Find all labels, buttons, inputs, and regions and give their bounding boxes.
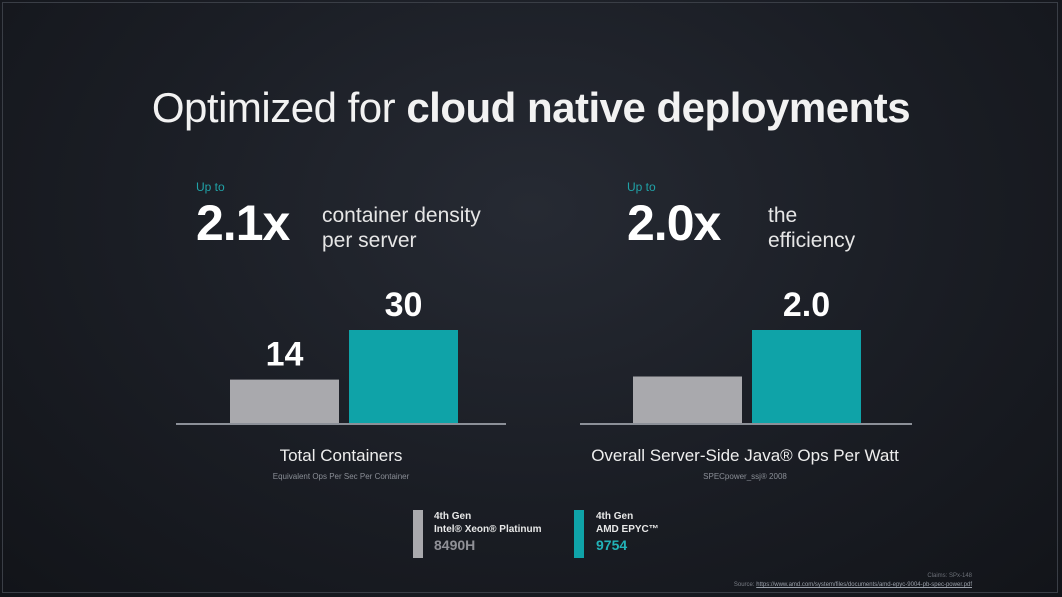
desc-line-1: container density xyxy=(322,204,481,227)
subcaption-efficiency: SPECpower_ssj® 2008 xyxy=(703,472,787,481)
desc-line-1: the xyxy=(768,204,798,227)
legend-name: Intel® Xeon® Platinum xyxy=(434,524,542,535)
legend-swatch-intel xyxy=(413,510,423,558)
legend-model: 9754 xyxy=(596,537,628,553)
title-bold: cloud native deployments xyxy=(406,84,911,131)
upto-label-containers: Up to xyxy=(196,180,225,194)
claim-note: Claims: SPx-148 xyxy=(927,573,972,579)
bar-intel xyxy=(633,376,742,423)
legend-name: AMD EPYC™ xyxy=(596,524,659,535)
legend-model: 8490H xyxy=(434,537,476,553)
source-note: Source: https://www.amd.com/system/files… xyxy=(734,582,972,588)
bar-value-label: 2.0 xyxy=(783,286,830,324)
upto-label-efficiency: Up to xyxy=(627,180,656,194)
title-normal: Optimized for xyxy=(151,84,396,131)
legend-intel: 4th Gen Intel® Xeon® Platinum 8490H xyxy=(434,510,542,554)
source-link[interactable]: https://www.amd.com/system/files/documen… xyxy=(756,582,972,588)
source-label: Source: xyxy=(733,582,755,588)
caption-containers: Total Containers xyxy=(279,446,403,465)
bar-intel xyxy=(230,379,339,423)
legend-gen: 4th Gen xyxy=(434,511,472,522)
desc-line-2: per server xyxy=(322,229,417,252)
desc-line-2: efficiency xyxy=(768,229,856,252)
bar-value-label: 30 xyxy=(385,286,423,324)
bar-amd xyxy=(752,330,861,423)
caption-efficiency: Overall Server-Side Java® Ops Per Watt xyxy=(591,446,899,465)
subcaption-containers: Equivalent Ops Per Sec Per Container xyxy=(272,472,410,481)
bar-value-label: 14 xyxy=(266,336,304,374)
multiplier-containers: 2.1x xyxy=(196,195,290,251)
multiplier-efficiency: 2.0x xyxy=(627,195,721,251)
desc-efficiency: the efficiency xyxy=(768,203,988,253)
bar-amd xyxy=(349,330,458,423)
legend-gen: 4th Gen xyxy=(596,511,634,522)
slide-title: Optimized for cloud native deployments xyxy=(0,84,1062,132)
desc-containers: container density per server xyxy=(322,203,542,253)
legend-amd: 4th Gen AMD EPYC™ 9754 xyxy=(596,510,659,554)
legend-swatch-amd xyxy=(574,510,584,558)
